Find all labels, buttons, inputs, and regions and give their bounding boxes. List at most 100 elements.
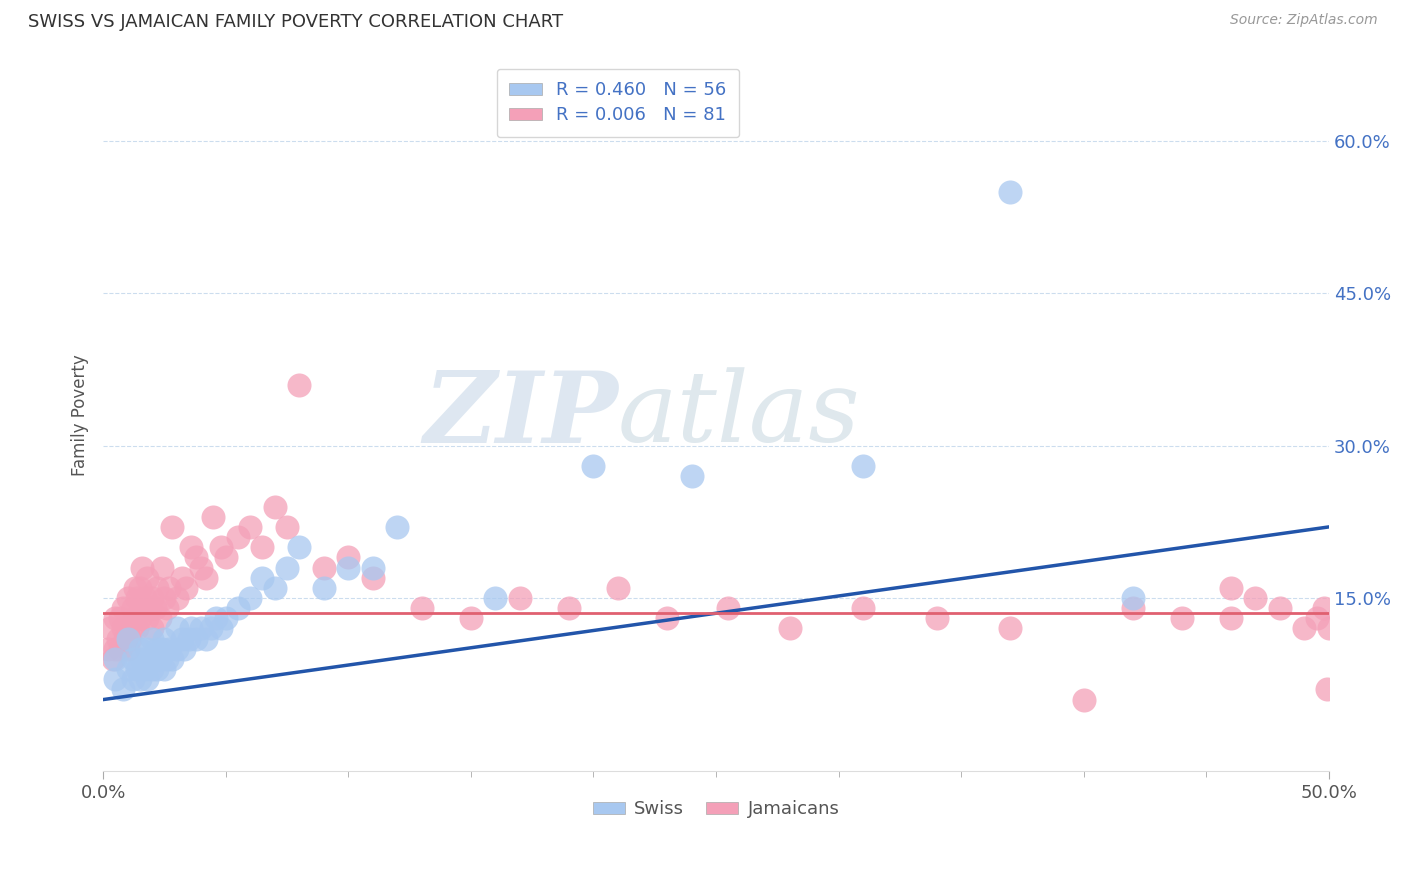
Point <box>121 673 143 687</box>
Point <box>186 632 208 646</box>
Point <box>153 591 176 605</box>
Point <box>136 571 159 585</box>
Point <box>215 550 238 565</box>
Point <box>173 641 195 656</box>
Point <box>337 550 360 565</box>
Point <box>104 673 127 687</box>
Point <box>180 622 202 636</box>
Point <box>124 581 146 595</box>
Point <box>121 652 143 666</box>
Point <box>411 601 433 615</box>
Point <box>177 632 200 646</box>
Point <box>129 581 152 595</box>
Point <box>141 662 163 676</box>
Point <box>136 641 159 656</box>
Point <box>114 632 136 646</box>
Point <box>361 571 384 585</box>
Text: SWISS VS JAMAICAN FAMILY POVERTY CORRELATION CHART: SWISS VS JAMAICAN FAMILY POVERTY CORRELA… <box>28 13 564 31</box>
Point <box>143 652 166 666</box>
Point <box>1244 591 1267 605</box>
Point <box>263 581 285 595</box>
Point <box>312 560 335 574</box>
Point <box>361 560 384 574</box>
Point <box>205 611 228 625</box>
Point <box>1122 591 1144 605</box>
Point <box>150 641 173 656</box>
Point <box>143 601 166 615</box>
Point <box>146 641 169 656</box>
Point <box>582 458 605 473</box>
Point <box>925 611 948 625</box>
Point <box>148 611 170 625</box>
Point <box>717 601 740 615</box>
Point <box>1219 581 1241 595</box>
Point <box>134 662 156 676</box>
Point <box>111 622 134 636</box>
Point <box>1000 622 1022 636</box>
Point <box>136 673 159 687</box>
Point <box>127 662 149 676</box>
Point <box>170 632 193 646</box>
Point <box>124 611 146 625</box>
Point <box>146 581 169 595</box>
Point <box>252 571 274 585</box>
Point <box>157 581 180 595</box>
Point <box>117 632 139 646</box>
Point <box>484 591 506 605</box>
Point <box>117 662 139 676</box>
Point <box>276 520 298 534</box>
Point <box>276 560 298 574</box>
Point <box>852 601 875 615</box>
Point <box>117 641 139 656</box>
Point <box>852 458 875 473</box>
Point <box>160 520 183 534</box>
Point <box>160 652 183 666</box>
Point <box>1219 611 1241 625</box>
Point <box>1171 611 1194 625</box>
Point <box>110 641 132 656</box>
Point <box>136 611 159 625</box>
Point <box>176 581 198 595</box>
Point <box>252 540 274 554</box>
Point <box>156 652 179 666</box>
Point <box>101 652 124 666</box>
Point <box>186 550 208 565</box>
Point <box>100 622 122 636</box>
Point <box>195 571 218 585</box>
Point <box>121 601 143 615</box>
Point <box>146 662 169 676</box>
Point <box>209 622 232 636</box>
Y-axis label: Family Poverty: Family Poverty <box>72 354 89 476</box>
Point <box>1122 601 1144 615</box>
Point <box>131 601 153 615</box>
Point <box>110 611 132 625</box>
Point <box>337 560 360 574</box>
Point <box>180 540 202 554</box>
Point <box>1000 185 1022 199</box>
Point <box>509 591 531 605</box>
Point <box>121 622 143 636</box>
Point <box>104 611 127 625</box>
Point <box>131 560 153 574</box>
Point <box>1317 622 1340 636</box>
Point <box>141 622 163 636</box>
Point <box>239 520 262 534</box>
Point <box>117 622 139 636</box>
Point <box>190 622 212 636</box>
Point <box>127 591 149 605</box>
Text: Source: ZipAtlas.com: Source: ZipAtlas.com <box>1230 13 1378 28</box>
Point <box>263 500 285 514</box>
Point <box>153 662 176 676</box>
Point <box>288 377 311 392</box>
Point <box>129 611 152 625</box>
Point <box>1306 611 1329 625</box>
Point <box>97 641 120 656</box>
Point <box>166 591 188 605</box>
Point <box>104 652 127 666</box>
Point <box>120 632 142 646</box>
Point <box>104 641 127 656</box>
Point <box>131 652 153 666</box>
Point <box>156 601 179 615</box>
Point <box>226 601 249 615</box>
Point <box>288 540 311 554</box>
